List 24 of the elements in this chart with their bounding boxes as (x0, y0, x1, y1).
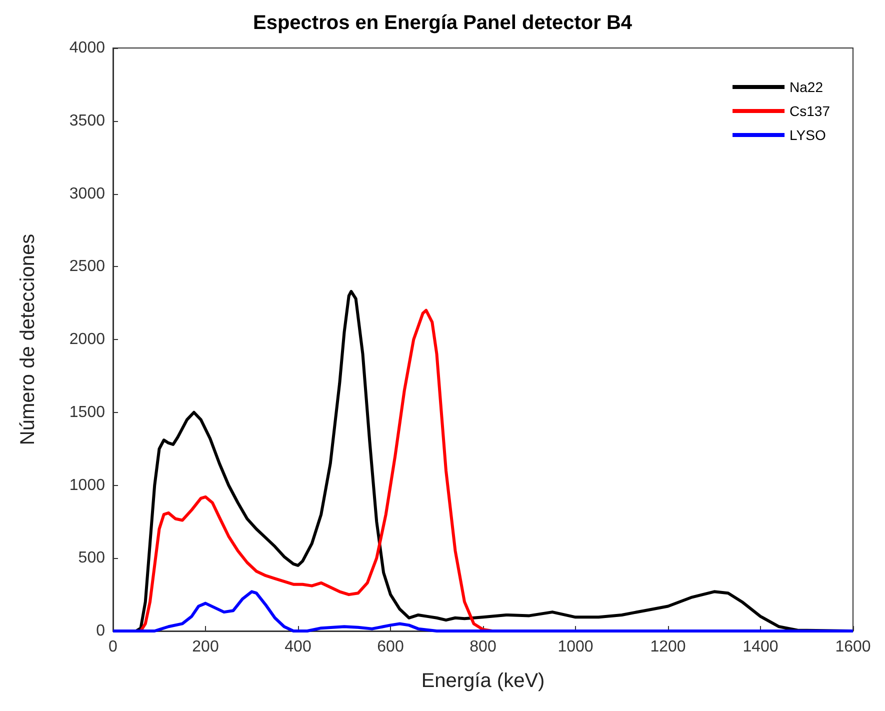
x-tick-label: 400 (284, 638, 312, 656)
y-tick-label: 2500 (69, 258, 106, 276)
y-tick-label: 0 (96, 622, 106, 640)
y-tick-label: 3000 (69, 185, 106, 202)
y-tick-label: 500 (78, 550, 106, 567)
y-tick-label: 4000 (69, 40, 106, 56)
y-tick-label: 2000 (69, 331, 106, 348)
x-tick-label: 1000 (558, 638, 594, 656)
x-tick-label: 0 (108, 638, 118, 656)
x-tick-label: 200 (192, 638, 219, 656)
legend-label: Cs137 (790, 103, 830, 119)
legend-label: Na22 (790, 79, 824, 95)
x-tick-label: 1600 (835, 638, 871, 656)
x-tick-label: 1200 (650, 638, 686, 656)
legend-label: LYSO (790, 127, 826, 143)
x-tick-label: 800 (470, 638, 496, 656)
y-tick-label: 3500 (69, 112, 106, 130)
y-tick-label: 1500 (69, 404, 106, 421)
chart-title: Espectros en Energía Panel detector B4 (252, 12, 633, 34)
x-tick-label: 1400 (742, 638, 778, 656)
y-axis-title: Número de detecciones (17, 234, 39, 446)
x-axis-title: Energía (keV) (421, 670, 545, 692)
x-tick-label: 600 (377, 638, 404, 656)
y-tick-label: 1000 (69, 476, 106, 494)
